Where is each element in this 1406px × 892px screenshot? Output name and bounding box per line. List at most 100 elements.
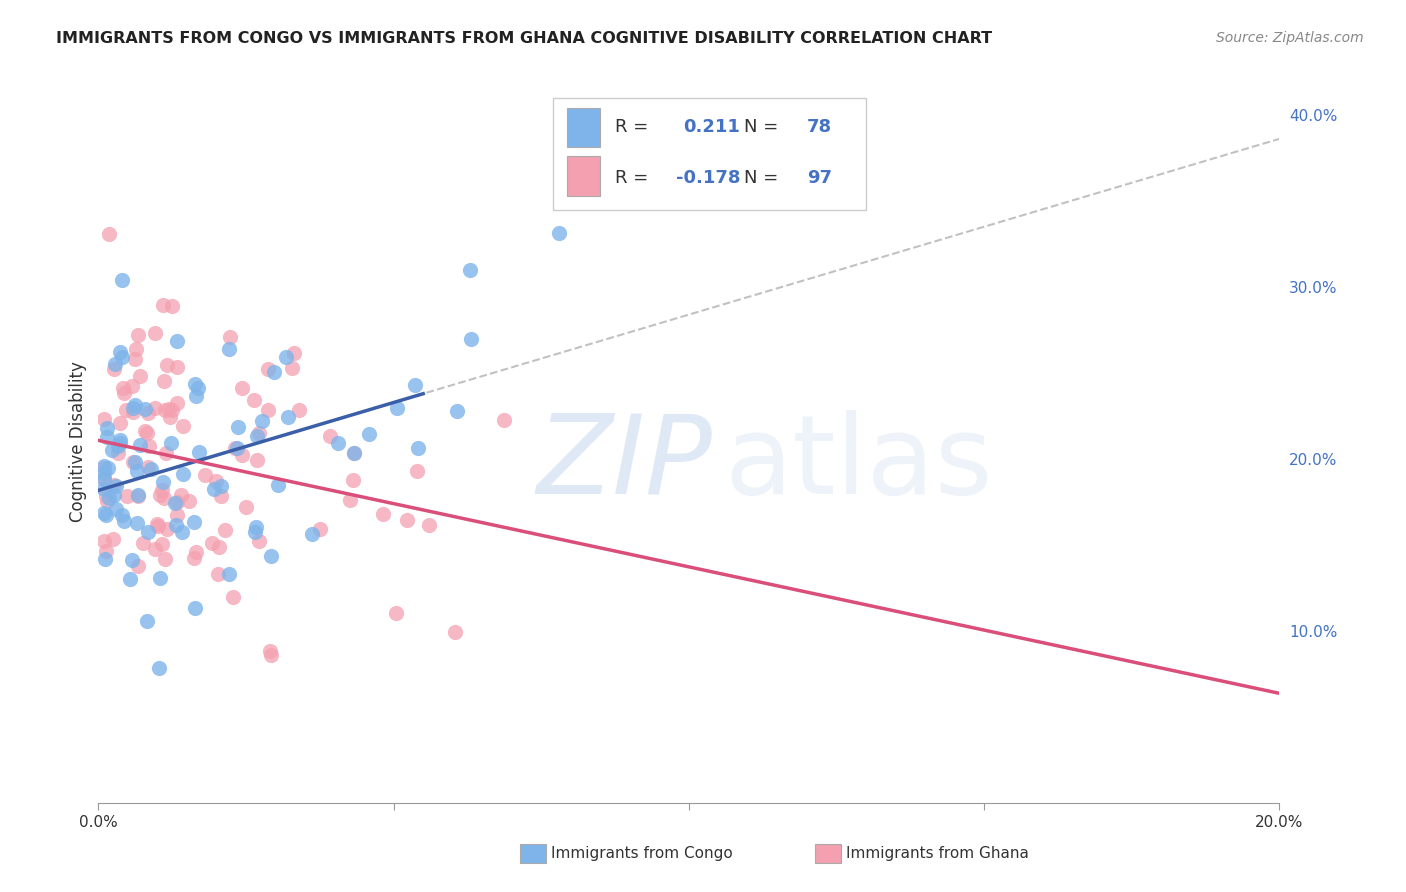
Point [129,438,152,452]
Point [153,491,176,505]
Point [184,389,207,403]
Text: Source: ZipAtlas.com: Source: ZipAtlas.com [1216,31,1364,45]
Point [96,544,118,558]
Point [160,436,183,450]
Point [127,488,149,502]
Point [97,461,120,475]
Point [371,507,394,521]
Point [93,461,115,475]
Point [222,591,245,605]
Point [494,413,516,427]
Point [247,425,270,440]
Point [214,523,236,537]
Point [156,522,179,536]
Text: IMMIGRANTS FROM CONGO VS IMMIGRANTS FROM GHANA COGNITIVE DISABILITY CORRELATION : IMMIGRANTS FROM CONGO VS IMMIGRANTS FROM… [56,31,993,46]
Point [149,571,172,585]
Point [209,479,232,493]
Point [93,467,115,481]
Point [93,482,115,496]
Point [166,395,188,409]
Point [194,467,217,482]
Point [235,500,257,514]
Point [162,299,184,313]
Point [184,376,207,391]
Text: ZIP: ZIP [537,409,713,516]
Point [281,360,304,375]
Point [152,374,174,388]
Text: N =: N = [744,119,779,136]
Point [146,519,169,533]
Point [121,455,143,469]
Point [263,365,285,379]
Point [231,381,253,395]
Point [218,330,240,344]
Point [274,350,297,364]
Point [446,404,468,418]
Point [143,326,166,340]
Point [93,412,115,426]
Point [183,516,205,530]
Point [135,426,157,441]
Point [134,424,156,438]
Point [103,488,125,502]
Point [159,409,181,424]
Point [121,405,143,419]
Point [460,332,482,346]
Point [224,442,246,456]
Point [125,342,148,356]
Point [283,346,305,360]
Point [228,420,250,434]
Point [107,446,129,460]
Point [93,506,115,520]
Point [184,545,207,559]
FancyBboxPatch shape [553,98,866,211]
FancyBboxPatch shape [567,156,600,196]
Point [93,472,115,486]
Point [98,491,121,506]
Point [136,459,159,474]
Point [108,433,131,447]
Point [153,402,176,417]
Point [148,661,170,675]
Point [121,553,143,567]
Point [184,601,207,615]
Text: N =: N = [744,169,779,186]
Point [112,514,135,528]
Point [93,473,115,487]
Point [96,430,118,444]
Point [152,298,174,312]
Point [124,398,146,412]
Point [260,549,283,564]
Point [395,513,418,527]
Point [172,467,194,481]
Point [207,567,229,582]
Point [342,446,364,460]
Point [247,534,270,549]
Point [443,624,465,639]
Point [103,478,125,492]
Point [218,342,240,356]
Point [166,495,188,509]
Point [103,362,125,376]
Point [187,381,209,395]
Text: -0.178: -0.178 [676,169,741,186]
Point [121,379,143,393]
Point [548,226,571,240]
Point [108,436,131,450]
Point [177,493,200,508]
Point [165,496,187,510]
Text: 78: 78 [807,119,832,136]
Point [246,429,269,443]
Point [125,464,148,478]
Point [124,455,146,469]
Point [243,392,266,407]
Point [245,525,267,540]
Point [201,535,224,549]
Point [120,572,142,586]
Text: Immigrants from Congo: Immigrants from Congo [551,847,733,861]
Point [103,357,125,371]
Point [156,358,179,372]
Point [250,414,273,428]
Point [319,429,342,443]
Point [155,446,177,460]
